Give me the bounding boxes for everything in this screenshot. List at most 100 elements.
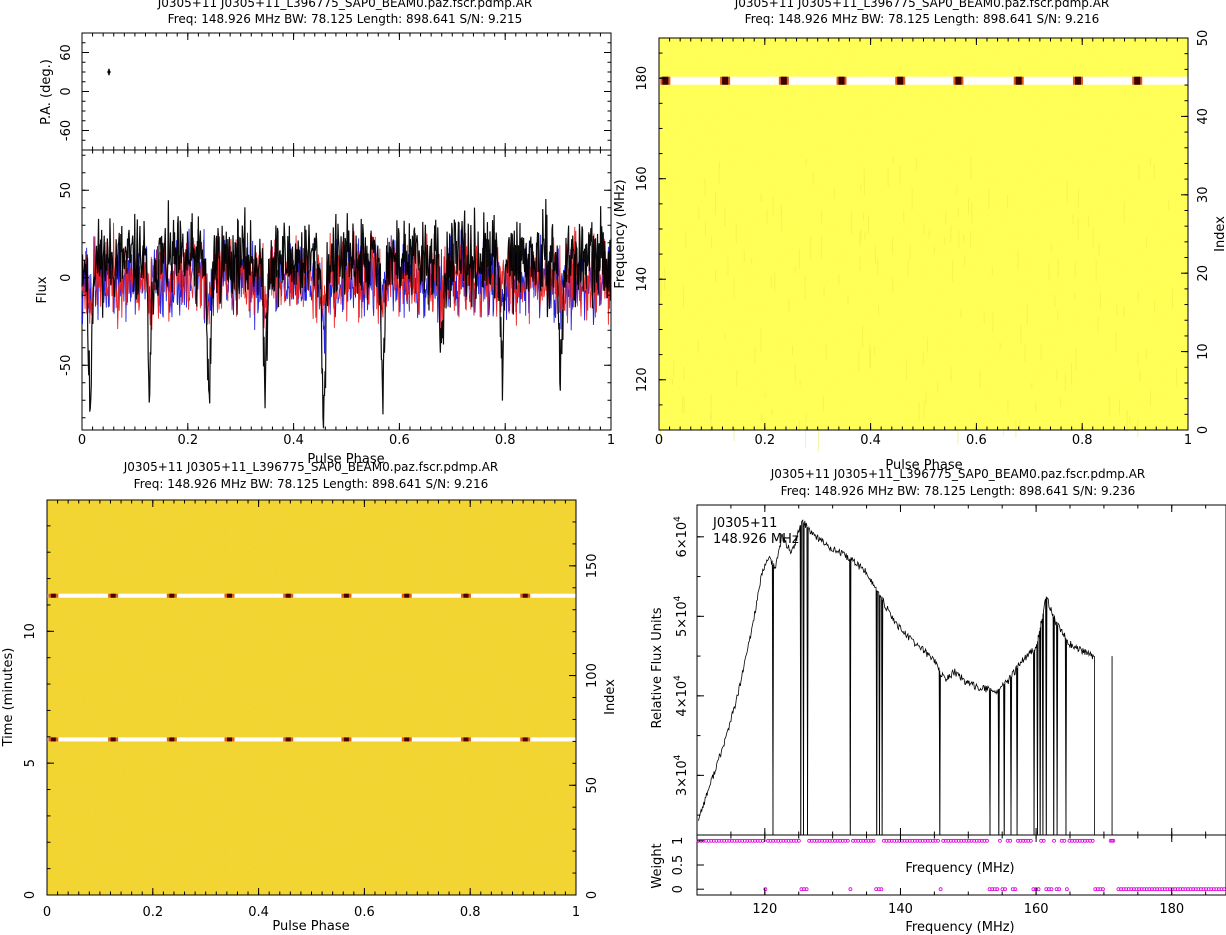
weight-point-one bbox=[724, 838, 729, 843]
weight-points bbox=[696, 838, 1226, 892]
freqphase-noise-streak bbox=[906, 358, 908, 381]
weight-point-zero bbox=[1201, 887, 1206, 892]
weight-point-one bbox=[856, 838, 861, 843]
freqphase-noise-streak bbox=[798, 249, 800, 269]
freqphase-noise-streak bbox=[1064, 373, 1066, 392]
freqphase-noise-streak bbox=[1108, 394, 1110, 416]
freqphase-noise-streak bbox=[1072, 214, 1074, 225]
weight-point-zero bbox=[1217, 887, 1221, 892]
freqphase-noise-streak bbox=[1146, 237, 1148, 248]
weight-point-one bbox=[951, 838, 956, 843]
freqphase-noise-streak bbox=[899, 165, 901, 185]
freqphase-noise-streak bbox=[760, 327, 762, 352]
weight-point-zero bbox=[1155, 887, 1159, 892]
freqphase-noise-streak bbox=[1153, 163, 1155, 179]
weight-point-zero bbox=[938, 887, 943, 892]
weight-point-one bbox=[807, 838, 812, 843]
freqphase-noise-streak bbox=[743, 250, 745, 263]
flux-x-tick-label: 0 bbox=[78, 433, 86, 448]
weight-point-one bbox=[755, 838, 760, 843]
weight-point-zero bbox=[1142, 887, 1147, 892]
bandpass-frame bbox=[696, 504, 1226, 836]
weight-axes: 0 0.5 1 120 140 160 180 bbox=[671, 835, 1207, 917]
timephase-y2-tick-label: 50 bbox=[585, 777, 600, 794]
freqphase-x-tick-label: 1 bbox=[1184, 433, 1192, 448]
weight-point-one bbox=[1088, 838, 1092, 843]
freqphase-noise-streak bbox=[727, 257, 729, 275]
freqphase-noise-streak bbox=[704, 178, 706, 197]
weight-point-one bbox=[964, 838, 969, 843]
weight-point-zero bbox=[1101, 887, 1105, 892]
freqphase-subtitle: Freq: 148.926 MHz BW: 78.125 Length: 898… bbox=[745, 12, 1100, 26]
freqphase-noise-streak bbox=[1074, 293, 1076, 300]
freqphase-noise-streak bbox=[950, 225, 952, 243]
flux-axis: -50 0 50 0 0.2 0.4 0.6 0.8 1 bbox=[59, 150, 615, 448]
freqphase-noise-streak bbox=[1040, 344, 1042, 361]
weight-point-one bbox=[1059, 838, 1064, 843]
weight-point-one bbox=[1110, 838, 1114, 843]
freqphase-noise-streak bbox=[1015, 419, 1017, 439]
timephase-band-white bbox=[47, 593, 576, 598]
freqphase-noise-streak bbox=[1007, 194, 1009, 209]
freqphase-noise-streak bbox=[1060, 398, 1062, 407]
freqphase-noise-streak bbox=[804, 275, 806, 299]
bandpass-title: J0305+11 J0305+11_L396775_SAP0_BEAM0.paz… bbox=[770, 467, 1146, 481]
weight-point-one bbox=[771, 838, 775, 843]
freqphase-y-tick-label: 160 bbox=[635, 166, 650, 191]
weight-point-zero bbox=[1064, 887, 1069, 892]
weight-point-zero bbox=[1188, 887, 1193, 892]
freqphase-noise-streak bbox=[683, 366, 685, 381]
freqphase-peak-core bbox=[955, 76, 962, 85]
freqphase-band-white bbox=[659, 76, 1188, 85]
bandpass-axes: 3×104 4×104 5×104 6×104 bbox=[673, 505, 1207, 835]
weight-point-one bbox=[902, 838, 907, 843]
timephase-peak-core bbox=[110, 593, 116, 598]
weight-point-zero bbox=[1139, 887, 1144, 892]
freqphase-noise-streak bbox=[1154, 300, 1156, 313]
freqphase-y2-tick-label: 50 bbox=[1196, 30, 1211, 47]
freqphase-noise-streak bbox=[970, 157, 972, 180]
timephase-peak-core bbox=[522, 737, 528, 742]
freqphase-noise-streak bbox=[704, 222, 706, 237]
freqphase-noise-streak bbox=[1050, 243, 1052, 252]
weight-point-one bbox=[1052, 838, 1056, 843]
weight-point-one bbox=[709, 838, 714, 843]
freqphase-noise-streak bbox=[991, 266, 993, 276]
freqphase-noise-streak bbox=[909, 243, 911, 260]
freqphase-noise-streak bbox=[820, 210, 822, 224]
freqphase-noise-streak bbox=[774, 272, 776, 292]
weight-y-tick-label: 1 bbox=[671, 837, 686, 845]
weight-point-one bbox=[719, 838, 724, 843]
freqphase-noise-streak bbox=[956, 185, 958, 194]
freqphase-noise-streak bbox=[922, 351, 924, 367]
bandpass-annotation-freq: 148.926 MHz bbox=[713, 532, 799, 547]
weight-point-zero bbox=[1095, 887, 1100, 892]
freqphase-noise-streak bbox=[918, 401, 920, 421]
weight-point-one bbox=[732, 838, 737, 843]
freqphase-peak-core bbox=[722, 76, 729, 85]
freqphase-noise-streak bbox=[766, 209, 768, 224]
weight-point-one bbox=[845, 838, 850, 843]
weight-point-zero bbox=[1160, 887, 1165, 892]
freqphase-noise-streak bbox=[1145, 349, 1147, 359]
freqphase-noise-streak bbox=[907, 259, 909, 277]
weight-point-one bbox=[748, 838, 752, 843]
weight-point-zero bbox=[1173, 887, 1178, 892]
freqphase-noise-streak bbox=[1119, 399, 1121, 415]
freqphase-noise-streak bbox=[1048, 262, 1050, 281]
weight-point-one bbox=[882, 838, 886, 843]
freqphase-y-tick-label: 120 bbox=[635, 367, 650, 392]
weight-point-one bbox=[1021, 838, 1025, 843]
pa-tick-label: 0 bbox=[59, 87, 74, 95]
weight-point-zero bbox=[874, 887, 879, 892]
timephase-peak-core bbox=[285, 737, 291, 742]
weight-point-one bbox=[735, 838, 739, 843]
freqphase-heatmap-noise bbox=[659, 38, 1188, 430]
bandpass-spectrum-line bbox=[697, 519, 1095, 836]
freqphase-noise-streak bbox=[1057, 258, 1059, 278]
freqphase-noise-streak bbox=[812, 171, 814, 186]
freqphase-noise-streak bbox=[1077, 188, 1079, 208]
weight-point-zero bbox=[1046, 887, 1051, 892]
freqphase-y2-tick-label: 30 bbox=[1196, 187, 1211, 204]
